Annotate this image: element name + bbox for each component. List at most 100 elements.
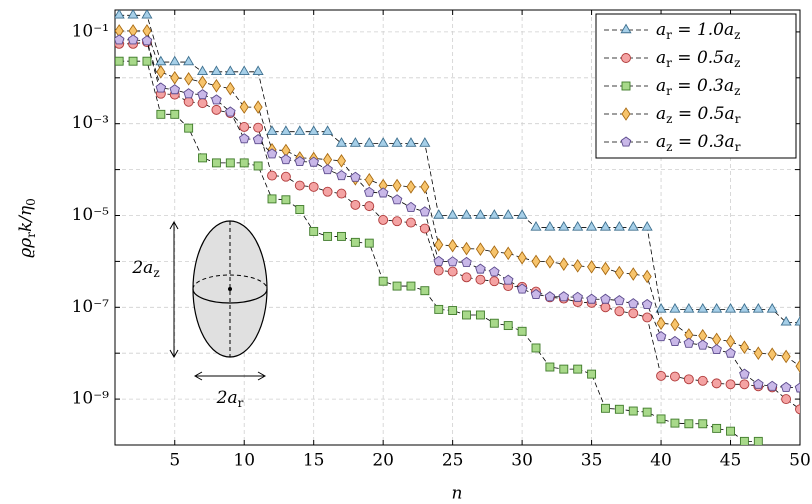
marker bbox=[642, 407, 652, 417]
marker bbox=[128, 56, 138, 66]
marker bbox=[726, 426, 735, 436]
marker bbox=[378, 214, 389, 225]
marker bbox=[781, 394, 792, 405]
marker bbox=[655, 331, 667, 342]
marker bbox=[434, 304, 444, 314]
marker bbox=[489, 276, 500, 287]
marker bbox=[127, 34, 139, 45]
marker bbox=[378, 276, 388, 286]
y-tick-label: 10⁻³ bbox=[72, 113, 109, 133]
marker bbox=[461, 272, 472, 283]
marker bbox=[712, 332, 722, 347]
marker bbox=[531, 343, 541, 353]
marker bbox=[252, 134, 264, 145]
marker bbox=[184, 123, 194, 133]
marker bbox=[294, 155, 306, 167]
marker bbox=[433, 255, 445, 266]
x-axis-label: n bbox=[452, 484, 463, 504]
marker bbox=[656, 370, 667, 381]
y-tick-label: 10⁻⁷ bbox=[72, 297, 110, 317]
marker bbox=[517, 250, 527, 265]
marker bbox=[323, 152, 333, 167]
x-tick-label: 50 bbox=[789, 451, 811, 471]
marker bbox=[767, 347, 777, 362]
marker bbox=[573, 364, 583, 374]
marker bbox=[461, 241, 472, 256]
marker bbox=[336, 154, 347, 168]
marker bbox=[448, 306, 458, 315]
marker bbox=[669, 335, 681, 346]
marker bbox=[364, 172, 374, 187]
marker bbox=[142, 24, 152, 38]
marker bbox=[267, 194, 277, 204]
marker bbox=[753, 378, 764, 389]
marker bbox=[322, 164, 333, 175]
x-tick-label: 35 bbox=[581, 451, 603, 471]
marker bbox=[238, 133, 250, 144]
marker bbox=[169, 55, 181, 66]
marker bbox=[502, 209, 514, 219]
marker bbox=[281, 195, 291, 205]
marker bbox=[184, 72, 194, 86]
legend-marker bbox=[620, 136, 632, 147]
marker bbox=[266, 148, 278, 159]
marker bbox=[349, 137, 361, 147]
marker bbox=[766, 380, 778, 391]
marker bbox=[322, 186, 333, 197]
marker bbox=[420, 286, 430, 296]
marker bbox=[614, 295, 625, 306]
marker bbox=[141, 35, 153, 46]
legend-marker bbox=[621, 81, 631, 91]
marker bbox=[142, 56, 152, 66]
marker bbox=[559, 364, 569, 374]
marker bbox=[280, 125, 292, 135]
marker bbox=[516, 209, 528, 219]
marker bbox=[628, 267, 638, 281]
marker bbox=[586, 221, 598, 231]
marker bbox=[364, 238, 374, 248]
marker bbox=[642, 312, 653, 323]
marker bbox=[475, 274, 486, 285]
y-tick-label: 10⁻⁵ bbox=[72, 205, 110, 225]
marker bbox=[253, 161, 263, 171]
marker bbox=[406, 217, 416, 228]
marker bbox=[530, 288, 542, 300]
marker bbox=[350, 237, 360, 247]
marker bbox=[336, 188, 347, 199]
marker bbox=[531, 254, 541, 269]
marker bbox=[155, 82, 167, 93]
marker bbox=[253, 100, 263, 114]
marker bbox=[210, 65, 222, 76]
marker bbox=[391, 194, 403, 205]
ellipsoid-diagram bbox=[169, 220, 268, 381]
marker bbox=[336, 170, 347, 181]
marker bbox=[474, 209, 486, 219]
marker bbox=[697, 303, 709, 313]
marker bbox=[225, 81, 235, 96]
marker bbox=[628, 308, 639, 319]
marker bbox=[544, 291, 556, 302]
marker bbox=[558, 221, 570, 231]
marker bbox=[572, 291, 583, 302]
marker bbox=[211, 94, 222, 105]
marker bbox=[392, 216, 403, 227]
marker bbox=[768, 455, 776, 463]
marker bbox=[461, 256, 472, 267]
marker bbox=[433, 265, 444, 276]
y-axis-label: ϱρr​k/η0​ bbox=[16, 198, 38, 258]
marker bbox=[670, 418, 680, 428]
marker bbox=[267, 170, 277, 181]
marker bbox=[170, 109, 180, 119]
marker bbox=[434, 237, 444, 252]
x-tick-label: 15 bbox=[303, 451, 325, 471]
marker bbox=[447, 209, 459, 219]
marker bbox=[448, 238, 458, 253]
marker bbox=[656, 414, 666, 424]
marker bbox=[725, 379, 736, 390]
marker bbox=[211, 158, 221, 168]
marker bbox=[335, 137, 348, 147]
marker bbox=[198, 153, 207, 163]
marker bbox=[475, 242, 485, 256]
marker bbox=[252, 65, 264, 76]
